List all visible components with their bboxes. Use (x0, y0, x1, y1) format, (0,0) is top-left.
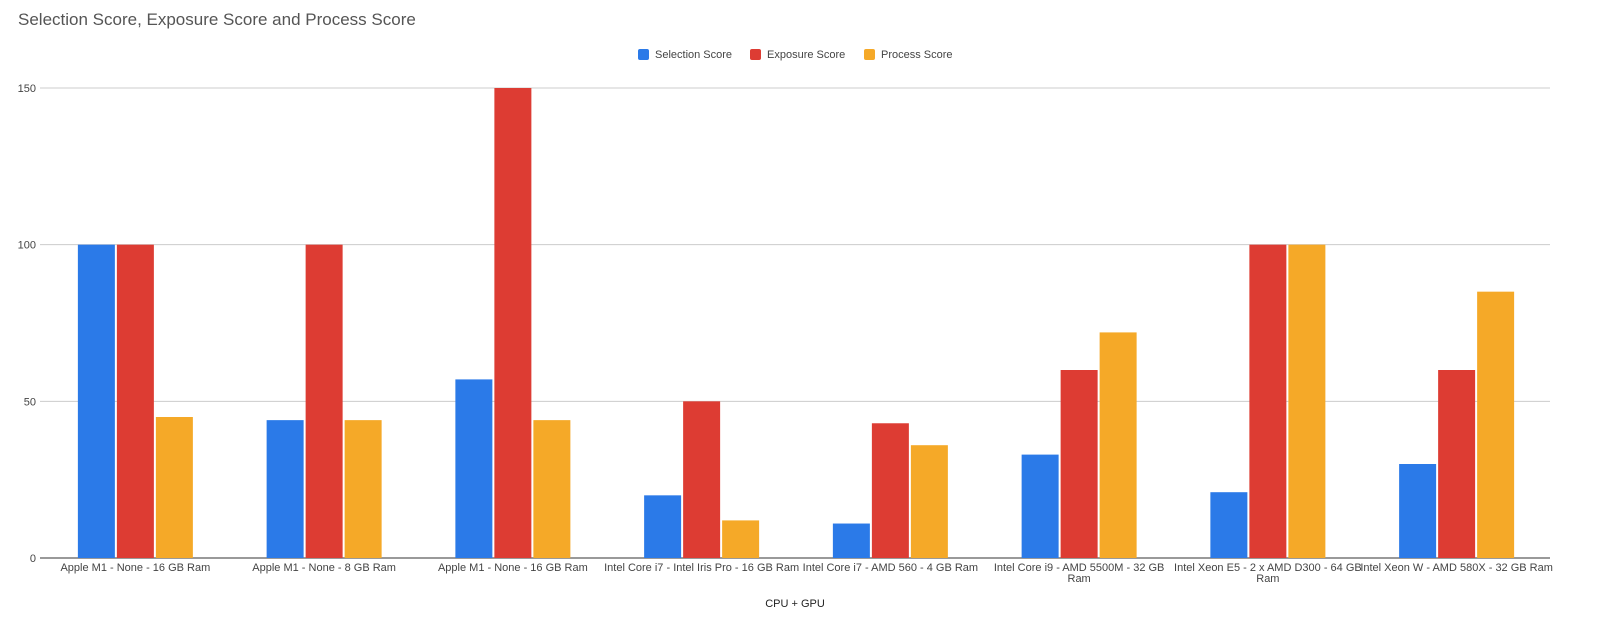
legend: Selection Score Exposure Score Process Sco… (638, 49, 953, 61)
bar (1210, 492, 1248, 558)
bar (1099, 332, 1137, 558)
legend-item: Selection Score (638, 49, 732, 61)
legend-label: Exposure Score (767, 49, 845, 61)
bar (533, 420, 571, 558)
bar (1060, 370, 1098, 558)
x-tick-label: Apple M1 - None - 8 GB Ram (252, 562, 396, 574)
bar (1288, 244, 1326, 558)
bar (644, 495, 682, 558)
chart-title: Selection Score, Exposure Score and Proc… (18, 10, 416, 29)
bar (305, 244, 343, 558)
bar (116, 244, 154, 558)
legend-item: Process Score (864, 49, 953, 61)
legend-swatch (750, 49, 761, 60)
legend-item: Exposure Score (750, 49, 845, 61)
x-tick-label: Intel Xeon E5 - 2 x AMD D300 - 64 GB Ram (1174, 562, 1362, 585)
legend-swatch (864, 49, 875, 60)
legend-label: Selection Score (655, 49, 732, 61)
bar (910, 445, 948, 558)
bar (832, 523, 870, 558)
y-tick-label: 100 (18, 240, 36, 252)
bar (683, 401, 721, 558)
bar (266, 420, 304, 558)
x-axis-label: CPU + GPU (765, 598, 825, 610)
y-tick-label: 150 (18, 83, 36, 95)
bar (455, 379, 493, 558)
y-tick-label: 50 (24, 396, 36, 408)
bar (344, 420, 382, 558)
bar (494, 88, 532, 558)
bar (1438, 370, 1476, 558)
bar (155, 417, 193, 558)
bar (1021, 454, 1059, 558)
bar (722, 520, 760, 558)
bars (77, 88, 1515, 558)
bar (1249, 244, 1287, 558)
bar (871, 423, 909, 558)
bar (1477, 291, 1515, 558)
legend-swatch (638, 49, 649, 60)
bar (1399, 464, 1437, 558)
x-tick-label: Intel Xeon W - AMD 580X - 32 GB Ram (1360, 562, 1553, 574)
x-tick-label: Apple M1 - None - 16 GB Ram (438, 562, 588, 574)
x-tick-label: Intel Core i7 - AMD 560 - 4 GB Ram (803, 562, 978, 574)
legend-label: Process Score (881, 49, 953, 61)
x-tick-label: Intel Core i9 - AMD 5500M - 32 GB Ram (994, 562, 1165, 585)
bar (77, 244, 115, 558)
x-tick-label: Apple M1 - None - 16 GB Ram (60, 562, 210, 574)
x-axis-ticks: Apple M1 - None - 16 GB Ram Apple M1 - No… (60, 562, 1552, 585)
x-tick-label: Intel Core i7 - Intel Iris Pro - 16 GB R… (604, 562, 799, 574)
y-axis-ticks: 0 50 100 150 (18, 83, 36, 565)
y-tick-label: 0 (30, 553, 36, 565)
